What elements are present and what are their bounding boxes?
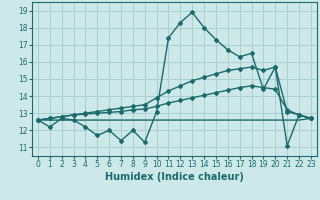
X-axis label: Humidex (Indice chaleur): Humidex (Indice chaleur) <box>105 172 244 182</box>
